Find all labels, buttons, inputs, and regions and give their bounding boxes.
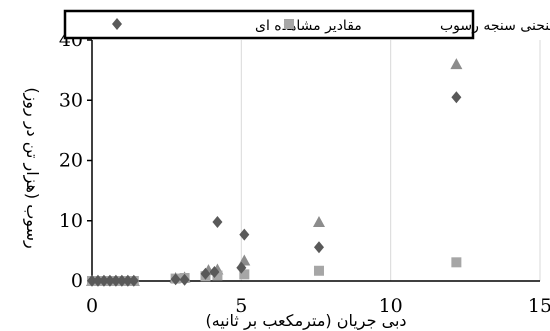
legend: مقادیر مشاهده ای منحنی سنجه رسوب: [63, 9, 550, 40]
vertical-gridlines: [240, 40, 541, 281]
axes: [87, 39, 540, 282]
x-tick-label-1: 5: [235, 295, 247, 317]
x-tick-label-2: 10: [379, 295, 403, 317]
point-triangle-13: [312, 215, 325, 227]
legend-square-marker: [284, 19, 294, 29]
legend-label-rating-curve: منحنی سنجه رسوب: [440, 18, 550, 34]
point-triangle-14: [450, 58, 463, 70]
point-diamond-4: [110, 274, 121, 287]
point-diamond-2: [98, 274, 109, 287]
point-diamond-16: [451, 91, 462, 104]
data-points: [86, 58, 463, 287]
point-diamond-0: [87, 274, 97, 287]
x-axis-title: دبی جریان (مترمکعب بر ثانیه): [205, 311, 406, 331]
point-square-14: [451, 257, 462, 268]
y-tick-label-2: 20: [59, 150, 83, 172]
point-square-11: [212, 270, 223, 281]
point-diamond-13: [239, 228, 250, 241]
point-diamond-10: [200, 267, 211, 280]
legend-label-observed: مقادیر مشاهده ای: [255, 18, 362, 34]
y-axis-title: رسوب (هزار تن در روز): [22, 87, 42, 248]
point-diamond-15: [313, 241, 324, 254]
y-tick-label-0: 0: [71, 270, 83, 292]
point-diamond-5: [116, 274, 127, 287]
point-diamond-11: [212, 215, 223, 228]
point-diamond-1: [92, 274, 103, 287]
y-tick-label-3: 30: [59, 89, 83, 111]
legend-box: [63, 9, 475, 40]
point-diamond-3: [104, 274, 115, 287]
y-tick-label-1: 10: [59, 210, 83, 232]
point-diamond-14: [236, 261, 247, 274]
point-square-12: [239, 269, 250, 280]
point-diamond-9: [179, 273, 190, 286]
point-diamond-7: [128, 274, 139, 287]
point-diamond-12: [209, 265, 220, 278]
x-tick-labels: 0 5 10 15: [86, 295, 550, 317]
x-tick-label-0: 0: [86, 295, 98, 317]
point-diamond-6: [122, 274, 133, 287]
legend-diamond-marker: [112, 18, 122, 30]
point-diamond-8: [170, 273, 181, 286]
point-square-13: [313, 265, 324, 276]
x-tick-label-3: 15: [528, 295, 550, 317]
